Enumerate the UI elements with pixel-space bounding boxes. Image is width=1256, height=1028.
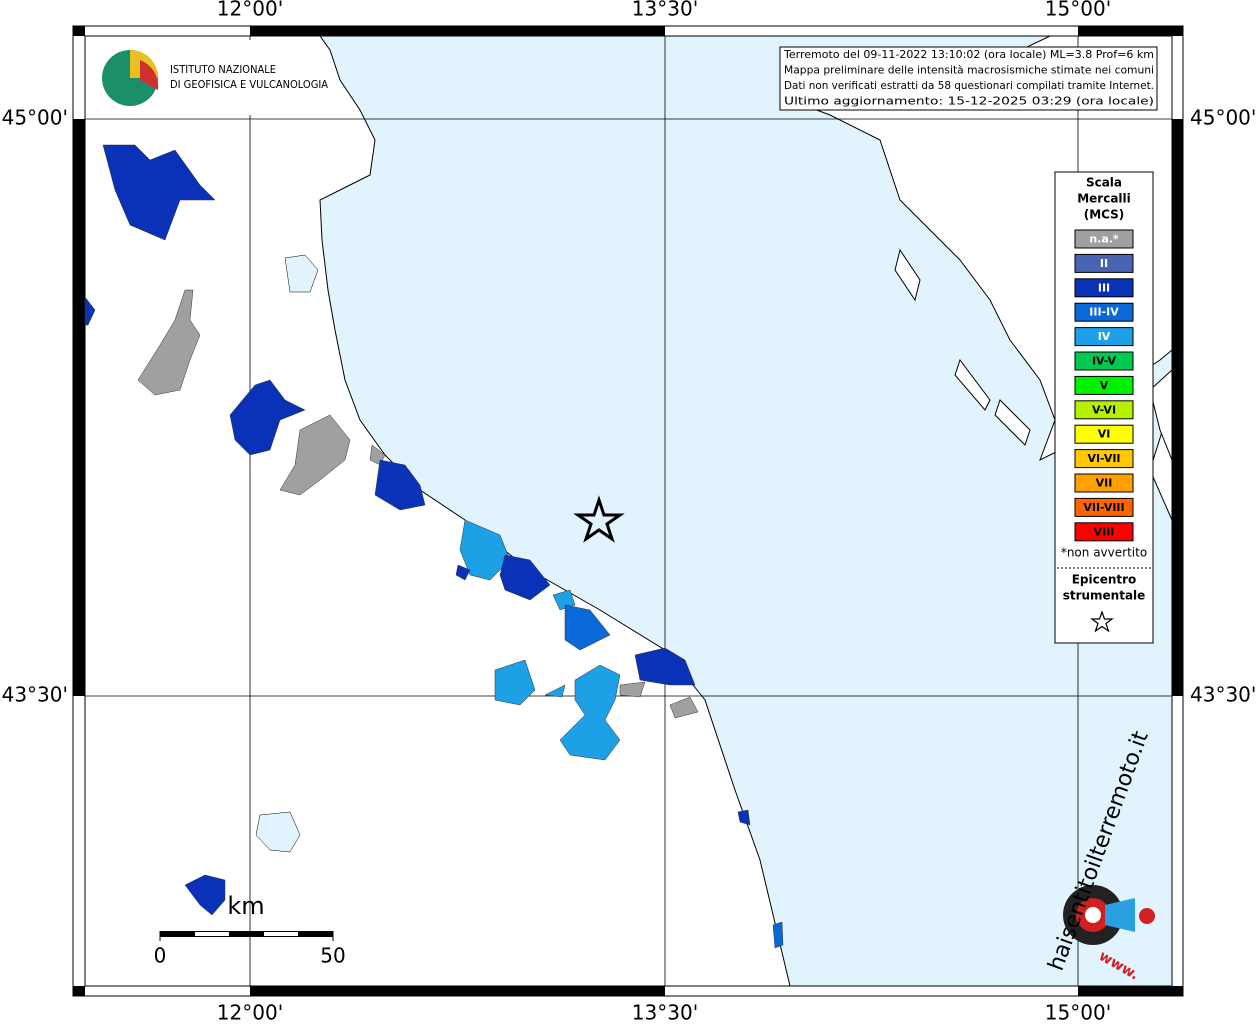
intensity-areas — [84, 144, 784, 949]
islands — [894, 248, 1173, 461]
epicenter-star — [573, 495, 625, 543]
legend-swatch — [1074, 449, 1134, 469]
legend-label: VI — [1098, 428, 1111, 441]
lat-label: 43°30' — [1190, 683, 1256, 707]
legend-label: VI-VII — [1087, 452, 1120, 465]
scale-label: 0 — [154, 944, 167, 968]
legend-swatch — [1074, 278, 1134, 298]
sea — [319, 35, 1173, 987]
logo: ISTITUTO NAZIONALE DI GEOFISICA E VULCAN… — [100, 40, 328, 115]
info-line: Ultimo aggiornamento: 15-12-2025 03:29 (… — [784, 95, 1154, 108]
legend-label: n.a.* — [1089, 233, 1119, 246]
legend-label: II — [1100, 257, 1108, 270]
legend-epicenter: Epicentro — [1072, 573, 1137, 587]
legend-swatch — [1074, 302, 1134, 322]
legend-star — [1090, 610, 1114, 633]
legend-swatch — [1074, 424, 1134, 444]
legend-label: IV — [1098, 330, 1111, 343]
logo-line1: ISTITUTO NAZIONALE — [170, 63, 276, 76]
legend-label: V-VI — [1092, 403, 1116, 416]
lon-label: 15°00' — [1045, 0, 1111, 21]
legend-label: IV-V — [1092, 355, 1117, 368]
legend-swatch — [1074, 351, 1134, 371]
info-line: Terremoto del 09-11-2022 13:10:02 (ora l… — [783, 48, 1154, 61]
legend: ScalaMercalli(MCS)n.a.*IIIIIIII-IVIVIV-V… — [1057, 176, 1151, 633]
legend-epicenter: strumentale — [1063, 589, 1146, 603]
scale-unit: km — [227, 892, 264, 920]
legend-swatch — [1074, 497, 1134, 517]
lon-label: 12°00' — [217, 1001, 283, 1025]
legend-title: Scala — [1086, 176, 1122, 190]
legend-label: III — [1098, 281, 1110, 294]
lon-label: 12°00' — [217, 0, 283, 21]
lat-label: 45°00' — [1190, 106, 1256, 130]
lon-label: 15°00' — [1045, 1001, 1111, 1025]
logo-line2: DI GEOFISICA E VULCANOLOGIA — [170, 78, 328, 91]
scale-bar: km 0 50 — [154, 892, 346, 968]
legend-swatch — [1074, 400, 1134, 420]
legend-title: Mercalli — [1077, 192, 1131, 206]
legend-title: (MCS) — [1084, 208, 1125, 222]
legend-label: VII — [1096, 477, 1113, 490]
scale-label: 50 — [320, 944, 345, 968]
lon-label: 13°30' — [632, 1001, 698, 1025]
legend-note: *non avvertito — [1061, 546, 1147, 560]
info-line: Mappa preliminare delle intensità macros… — [784, 64, 1154, 77]
legend-swatch — [1074, 327, 1134, 347]
legend-label: III-IV — [1089, 306, 1119, 319]
legend-label: VII-VIII — [1083, 501, 1124, 514]
legend-swatch — [1074, 473, 1134, 493]
legend-label: VIII — [1094, 525, 1115, 538]
info-box — [779, 46, 1158, 111]
lon-label: 13°30' — [632, 0, 698, 21]
info-line: Dati non verificati estratti da 58 quest… — [784, 79, 1154, 92]
info-lines: Terremoto del 09-11-2022 13:10:02 (ora l… — [783, 48, 1154, 108]
lat-label: 45°00' — [2, 106, 68, 130]
legend-swatch — [1074, 522, 1134, 542]
legend-swatch — [1074, 229, 1134, 249]
legend-label: V — [1100, 379, 1109, 392]
legend-swatch — [1074, 253, 1134, 273]
lat-label: 43°30' — [2, 683, 68, 707]
legend-swatch — [1074, 375, 1134, 395]
